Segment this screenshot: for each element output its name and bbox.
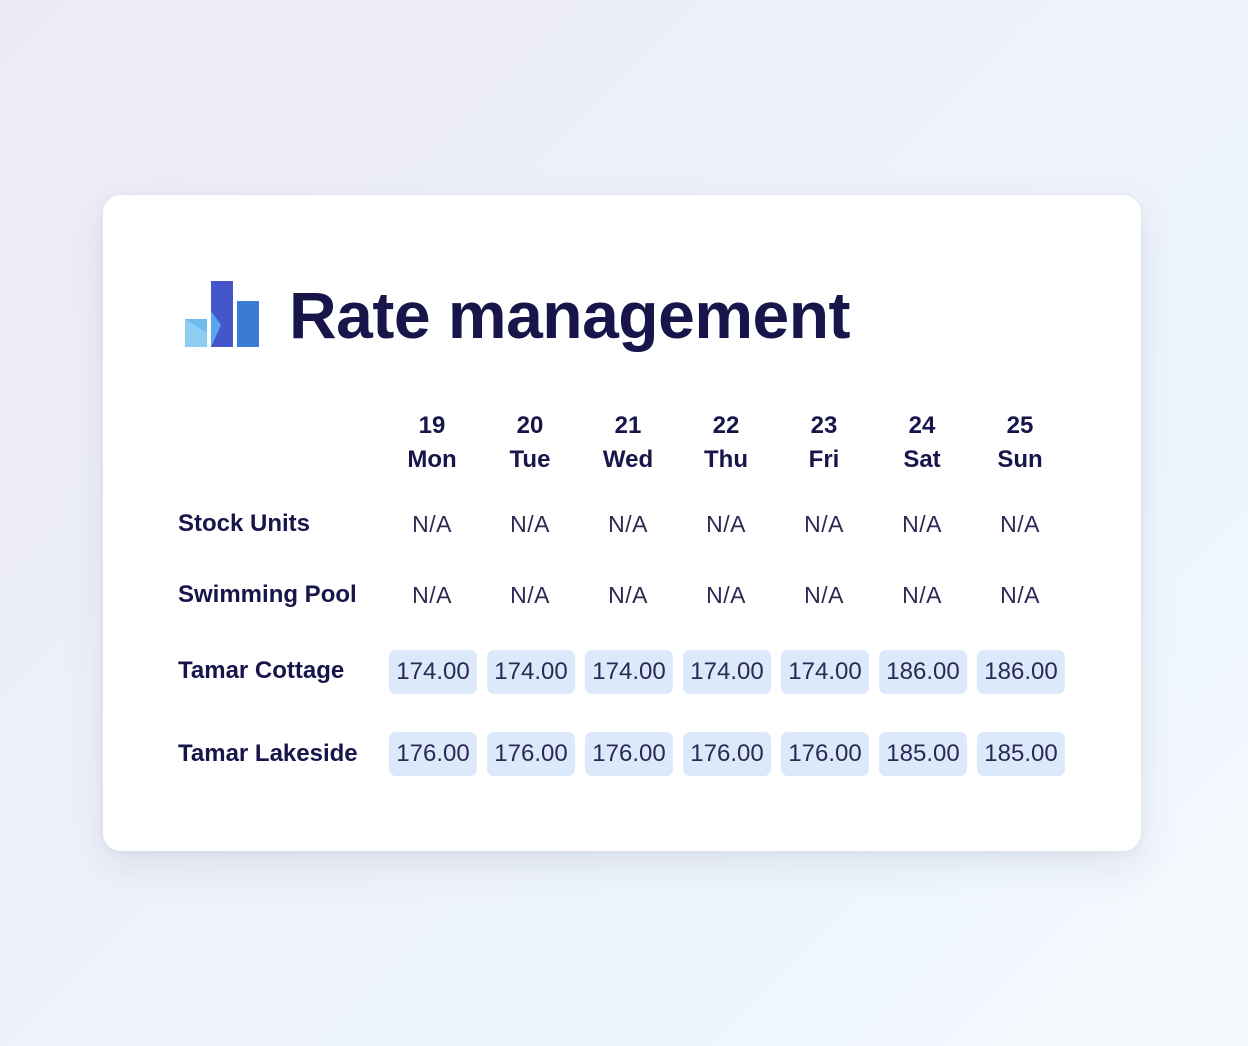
day-weekday: Thu xyxy=(704,446,748,473)
stock-units-value: N/A xyxy=(412,511,452,537)
tamar-cottage-rate-input[interactable]: 174.00 xyxy=(683,650,771,694)
day-weekday: Sun xyxy=(997,446,1043,473)
day-date: 24 xyxy=(908,412,936,439)
day-date: 21 xyxy=(614,412,642,439)
stock-units-value: N/A xyxy=(510,511,550,537)
day-header-2: 21 Wed xyxy=(583,409,673,477)
day-weekday: Sat xyxy=(903,446,941,473)
tamar-cottage-rate-input[interactable]: 174.00 xyxy=(487,650,575,694)
swimming-pool-value: N/A xyxy=(608,582,648,608)
swimming-pool-value: N/A xyxy=(412,582,452,608)
tamar-lakeside-rate-input[interactable]: 176.00 xyxy=(683,732,771,776)
stock-units-value: N/A xyxy=(804,511,844,537)
day-weekday: Fri xyxy=(808,446,840,473)
tamar-lakeside-rate-input[interactable]: 176.00 xyxy=(585,732,673,776)
swimming-pool-value: N/A xyxy=(804,582,844,608)
row-label-tamar-lakeside: Tamar Lakeside xyxy=(178,740,358,767)
page-title: Rate management xyxy=(289,278,851,352)
stock-units-value: N/A xyxy=(706,511,746,537)
day-header-1: 20 Tue xyxy=(485,409,575,477)
day-header-3: 22 Thu xyxy=(681,409,771,477)
tamar-lakeside-rate-input[interactable]: 176.00 xyxy=(781,732,869,776)
tamar-cottage-rate-input[interactable]: 174.00 xyxy=(781,650,869,694)
bar-chart-logo-icon xyxy=(185,281,259,347)
day-header-0: 19 Mon xyxy=(387,409,477,477)
day-header-6: 25 Sun xyxy=(975,409,1065,477)
day-date: 25 xyxy=(1006,412,1034,439)
rate-management-card: Rate management 19 Mon 20 Tue 21 Wed 22 … xyxy=(103,195,1141,851)
day-header-5: 24 Sat xyxy=(877,409,967,477)
tamar-lakeside-rate-input[interactable]: 176.00 xyxy=(389,732,477,776)
day-header-4: 23 Fri xyxy=(779,409,869,477)
tamar-lakeside-rate-input[interactable]: 185.00 xyxy=(977,732,1065,776)
day-weekday: Tue xyxy=(509,446,551,473)
tamar-lakeside-rate-input[interactable]: 185.00 xyxy=(879,732,967,776)
tamar-cottage-rate-input[interactable]: 174.00 xyxy=(585,650,673,694)
day-weekday: Wed xyxy=(602,446,654,473)
swimming-pool-value: N/A xyxy=(706,582,746,608)
tamar-cottage-rate-input[interactable]: 186.00 xyxy=(977,650,1065,694)
day-date: 22 xyxy=(712,412,740,439)
swimming-pool-value: N/A xyxy=(1000,582,1040,608)
day-date: 23 xyxy=(810,412,838,439)
swimming-pool-value: N/A xyxy=(902,582,942,608)
swimming-pool-value: N/A xyxy=(510,582,550,608)
row-label-swimming-pool: Swimming Pool xyxy=(178,581,357,608)
row-label-stock-units: Stock Units xyxy=(178,510,311,537)
stock-units-value: N/A xyxy=(1000,511,1040,537)
row-label-tamar-cottage: Tamar Cottage xyxy=(178,657,345,684)
stock-units-value: N/A xyxy=(608,511,648,537)
day-date: 19 xyxy=(418,412,446,439)
stock-units-value: N/A xyxy=(902,511,942,537)
tamar-cottage-rate-input[interactable]: 174.00 xyxy=(389,650,477,694)
day-date: 20 xyxy=(516,412,544,439)
day-weekday: Mon xyxy=(407,446,457,473)
tamar-lakeside-rate-input[interactable]: 176.00 xyxy=(487,732,575,776)
tamar-cottage-rate-input[interactable]: 186.00 xyxy=(879,650,967,694)
